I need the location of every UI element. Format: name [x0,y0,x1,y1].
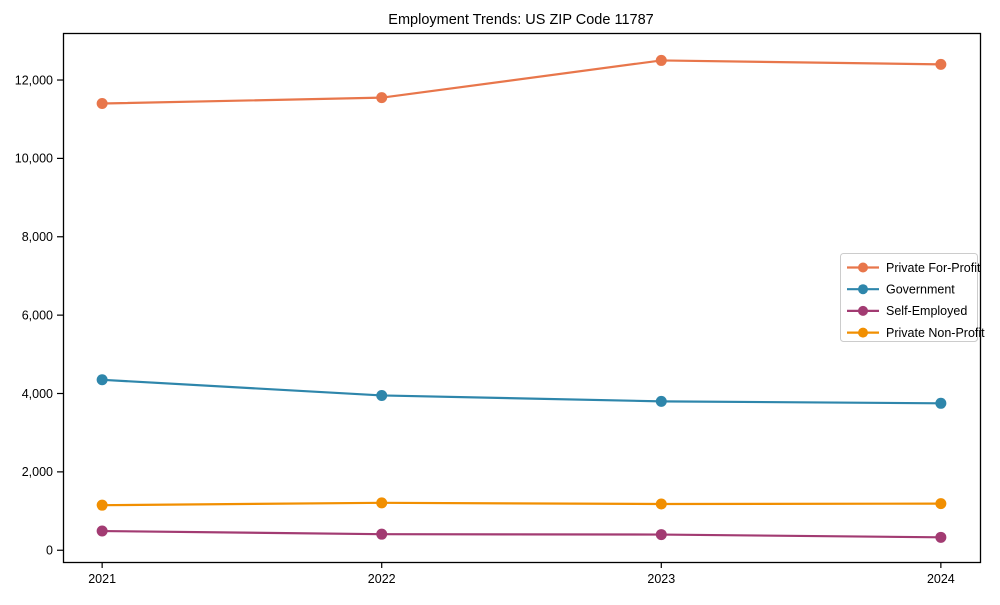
data-point-private-non-profit-2022 [376,497,388,509]
y-axis-tick-label: 0 [46,544,53,558]
data-point-private-non-profit-2023 [655,498,667,510]
data-point-private-for-profit-2024 [935,58,947,70]
series-line-private-for-profit [102,59,941,105]
plot-border [62,32,982,564]
legend-item-private-for-profit: Private For-Profit [847,261,981,275]
y-axis-tick-label: 8,000 [22,230,53,244]
y-axis-tick-label: 10,000 [15,152,53,166]
data-point-private-for-profit-2022 [376,92,388,104]
legend-box [840,253,978,342]
data-point-government-2021 [96,374,108,386]
data-point-government-2023 [655,395,667,407]
data-point-private-for-profit-2023 [655,54,667,66]
y-axis-tick-label: 2,000 [22,465,53,479]
legend-swatch-marker [858,327,868,338]
legend-swatch-marker [858,284,868,295]
chart-title: Employment Trends: US ZIP Code 11787 [388,12,653,28]
data-point-government-2024 [935,397,947,409]
legend: Private For-Profit Government Self-Employe… [840,253,985,342]
y-axis-tick-label: 12,000 [15,73,53,87]
series-line-government [102,378,941,405]
legend-label: Private Non-Profit [886,326,985,340]
x-axis-tick-label: 2022 [368,572,396,586]
data-point-self-employed-2022 [376,528,388,540]
series-line-self-employed [102,529,941,539]
data-point-self-employed-2021 [96,525,108,537]
y-axis-tick-label: 6,000 [22,308,53,322]
x-axis-tick-label: 2021 [88,572,116,586]
legend-swatch-marker [858,305,868,316]
series-line-private-non-profit [102,501,941,507]
data-point-private-for-profit-2021 [96,98,108,110]
x-axis-tick-label: 2024 [927,572,955,586]
x-axis-tick-label: 2023 [647,572,675,586]
legend-label: Private For-Profit [886,261,981,275]
data-point-private-non-profit-2021 [96,499,108,511]
data-point-government-2022 [376,389,388,401]
legend-item-self-employed: Self-Employed [847,304,967,318]
data-point-self-employed-2023 [655,529,667,541]
legend-item-government: Government [847,283,955,297]
legend-label: Government [886,283,955,297]
legend-label: Self-Employed [886,304,967,318]
y-axis-tick-label: 4,000 [22,387,53,401]
data-point-private-non-profit-2024 [935,498,947,510]
legend-swatch-marker [858,262,868,273]
legend-item-private-non-profit: Private Non-Profit [847,326,985,340]
data-point-self-employed-2024 [935,531,947,543]
